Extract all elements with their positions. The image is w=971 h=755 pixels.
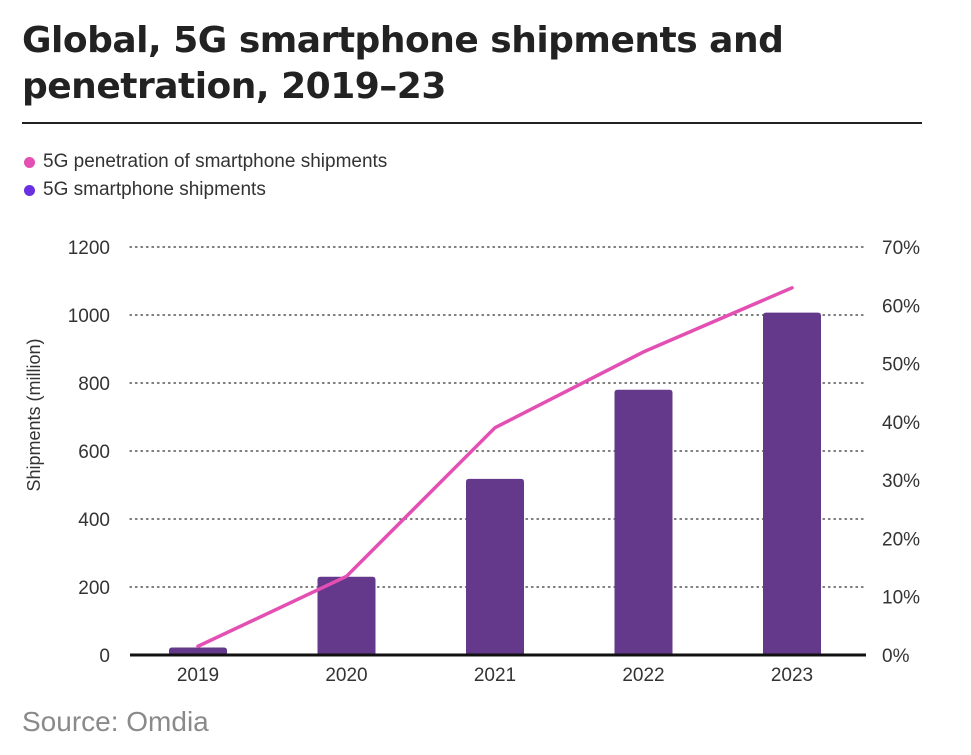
- y-tick-label: 1200: [68, 238, 110, 259]
- y-tick-label: 600: [78, 442, 110, 463]
- y2-tick-label: 0%: [882, 646, 910, 667]
- y2-tick-label: 50%: [882, 355, 920, 376]
- y-tick-label: 1000: [68, 306, 110, 327]
- y2-tick-label: 20%: [882, 529, 920, 550]
- title-divider: [22, 122, 922, 124]
- legend-label-penetration: 5G penetration of smartphone shipments: [43, 151, 388, 172]
- y-tick-label: 800: [78, 374, 110, 395]
- chart-title: Global, 5G smartphone shipments and pene…: [22, 20, 784, 107]
- x-tick-label: 2022: [622, 665, 664, 686]
- bar: [466, 478, 524, 655]
- chart-plot: 0 200 400 600 800 1000 1200 0% 10% 20% 30% 40% 50% 60…: [24, 238, 920, 686]
- bar: [317, 576, 376, 655]
- legend-item-penetration: 5G penetration of smartphone shipments: [24, 148, 387, 176]
- legend-label-shipments: 5G smartphone shipments: [43, 179, 266, 200]
- y2-tick-label: 60%: [882, 296, 920, 317]
- x-tick-label: 2019: [177, 665, 219, 686]
- y-tick-label: 200: [78, 578, 110, 599]
- y-tick-label: 400: [78, 510, 110, 531]
- y2-tick-label: 30%: [882, 471, 920, 492]
- source-note: Source: Omdia: [22, 706, 209, 737]
- legend-marker-shipments: [24, 184, 35, 196]
- y2-tick-label: 10%: [882, 588, 920, 609]
- y-tick-label: 0: [99, 646, 110, 667]
- x-tick-label: 2021: [474, 665, 516, 686]
- x-tick-label: 2020: [325, 665, 367, 686]
- bar: [763, 312, 821, 655]
- legend: 5G penetration of smartphone shipments 5…: [24, 148, 387, 204]
- y2-tick-label: 70%: [882, 238, 920, 259]
- legend-marker-penetration: [24, 156, 35, 168]
- bar: [169, 647, 227, 655]
- legend-item-shipments: 5G smartphone shipments: [24, 176, 387, 204]
- x-tick-label: 2023: [771, 665, 813, 686]
- y2-tick-label: 40%: [882, 413, 920, 434]
- y-axis-title: Shipments (million): [24, 338, 44, 491]
- bar: [614, 389, 673, 655]
